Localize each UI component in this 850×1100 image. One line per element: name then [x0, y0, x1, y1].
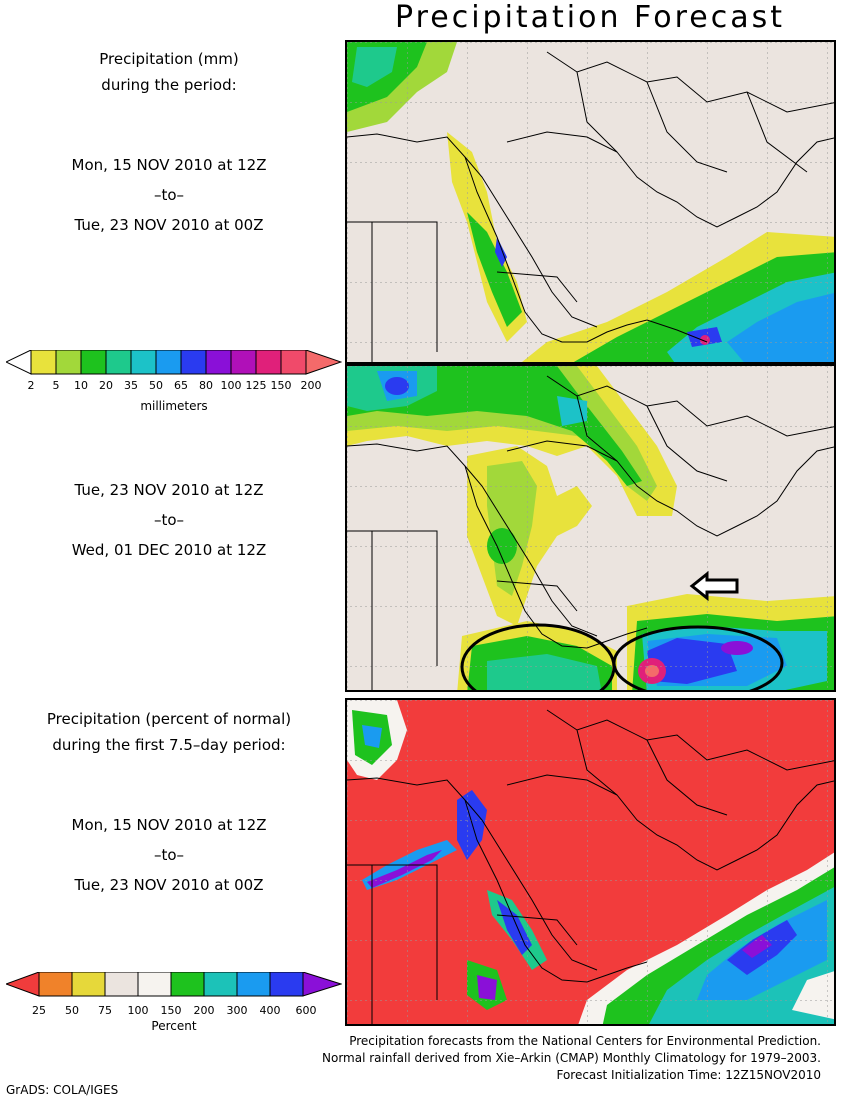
legend-pct-tick: 150: [160, 1004, 182, 1017]
grads-credit: GrADS: COLA/IGES: [6, 1083, 119, 1097]
panel1-period: Mon, 15 NOV 2010 at 12Z –to– Tue, 23 NOV…: [0, 150, 338, 240]
legend-pct-unit: Percent: [151, 1019, 197, 1033]
precip-map-panel2: [345, 364, 836, 692]
panel3-start-date: Mon, 15 NOV 2010 at 12Z: [71, 816, 267, 834]
legend-mm-tick: 80: [199, 379, 213, 392]
panel1-end-date: Tue, 23 NOV 2010 at 00Z: [74, 216, 264, 234]
precip-map-2-graphic: [347, 366, 834, 690]
footer-line3: Forecast Initialization Time: 12Z15NOV20…: [556, 1068, 821, 1082]
panel2-end-date: Wed, 01 DEC 2010 at 12Z: [71, 541, 267, 559]
annotation-arrow-icon: [689, 570, 739, 602]
legend-pct-tick: 25: [32, 1004, 46, 1017]
legend-pct-tick: 75: [98, 1004, 112, 1017]
precip-map-3-graphic: [347, 700, 834, 1024]
legend-pct-ticks: 25 50 75 100 150 200 300 400 600: [6, 1004, 342, 1018]
legend-mm-unit: millimeters: [140, 399, 208, 413]
panel1-start-date: Mon, 15 NOV 2010 at 12Z: [71, 156, 267, 174]
legend-pct-low-arrow: [4, 971, 40, 997]
legend-pct-tick: 50: [65, 1004, 79, 1017]
legend-mm-tick: 20: [99, 379, 113, 392]
legend-mm: 2 5 10 20 35 50 65 80 100 125 150 200 mi…: [4, 349, 343, 413]
panel3-heading-line1: Precipitation (percent of normal): [46, 710, 292, 728]
legend-mm-tick: 100: [220, 379, 242, 392]
panel2-start-date: Tue, 23 NOV 2010 at 12Z: [74, 481, 264, 499]
legend-mm-tick: 50: [149, 379, 163, 392]
panel2-to-label: –to–: [153, 511, 185, 529]
legend-mm-low-arrow: [4, 349, 32, 375]
legend-pct-tick: 200: [193, 1004, 215, 1017]
panel2-period: Tue, 23 NOV 2010 at 12Z –to– Wed, 01 DEC…: [0, 475, 338, 565]
legend-mm-tick: 35: [124, 379, 138, 392]
legend-mm-tick: 125: [245, 379, 267, 392]
legend-mm-ticks: 2 5 10 20 35 50 65 80 100 125 150 200: [6, 379, 342, 393]
legend-percent: 25 50 75 100 150 200 300 400 600 Percent: [4, 971, 343, 1033]
panel3-heading: Precipitation (percent of normal) during…: [0, 706, 338, 758]
panel3-to-label: –to–: [153, 846, 185, 864]
panel3-heading-line2: during the first 7.5–day period:: [52, 736, 286, 754]
legend-pct-high-arrow: [302, 971, 343, 997]
legend-mm-tick: 2: [27, 379, 35, 392]
page-title: Precipitation Forecast: [395, 0, 785, 35]
legend-mm-tick: 5: [52, 379, 60, 392]
panel3-end-date: Tue, 23 NOV 2010 at 00Z: [74, 876, 264, 894]
legend-mm-high-arrow: [305, 349, 343, 375]
footer-line1: Precipitation forecasts from the Nationa…: [349, 1034, 821, 1048]
legend-pct-tick: 600: [295, 1004, 317, 1017]
panel1-heading-line2: during the period:: [101, 76, 237, 94]
legend-pct-tick: 300: [226, 1004, 248, 1017]
panel3-period: Mon, 15 NOV 2010 at 12Z –to– Tue, 23 NOV…: [0, 810, 338, 900]
percent-normal-map-panel3: [345, 698, 836, 1026]
precip-map-panel1: [345, 40, 836, 364]
annotation-circle-east: [612, 625, 784, 690]
legend-mm-tick: 10: [74, 379, 88, 392]
legend-mm-colorbar: [4, 349, 343, 375]
legend-pct-tick: 400: [259, 1004, 281, 1017]
legend-mm-tick: 65: [174, 379, 188, 392]
legend-percent-colorbar: [4, 971, 343, 997]
legend-mm-tick: 200: [300, 379, 322, 392]
footer-notes: Precipitation forecasts from the Nationa…: [322, 1033, 821, 1084]
panel1-to-label: –to–: [153, 186, 185, 204]
precip-map-1-graphic: [347, 42, 834, 362]
panel1-heading-line1: Precipitation (mm): [99, 50, 239, 68]
legend-pct-tick: 100: [127, 1004, 149, 1017]
panel1-heading: Precipitation (mm) during the period:: [0, 46, 338, 98]
footer-line2: Normal rainfall derived from Xie–Arkin (…: [322, 1051, 821, 1065]
legend-mm-tick: 150: [270, 379, 292, 392]
